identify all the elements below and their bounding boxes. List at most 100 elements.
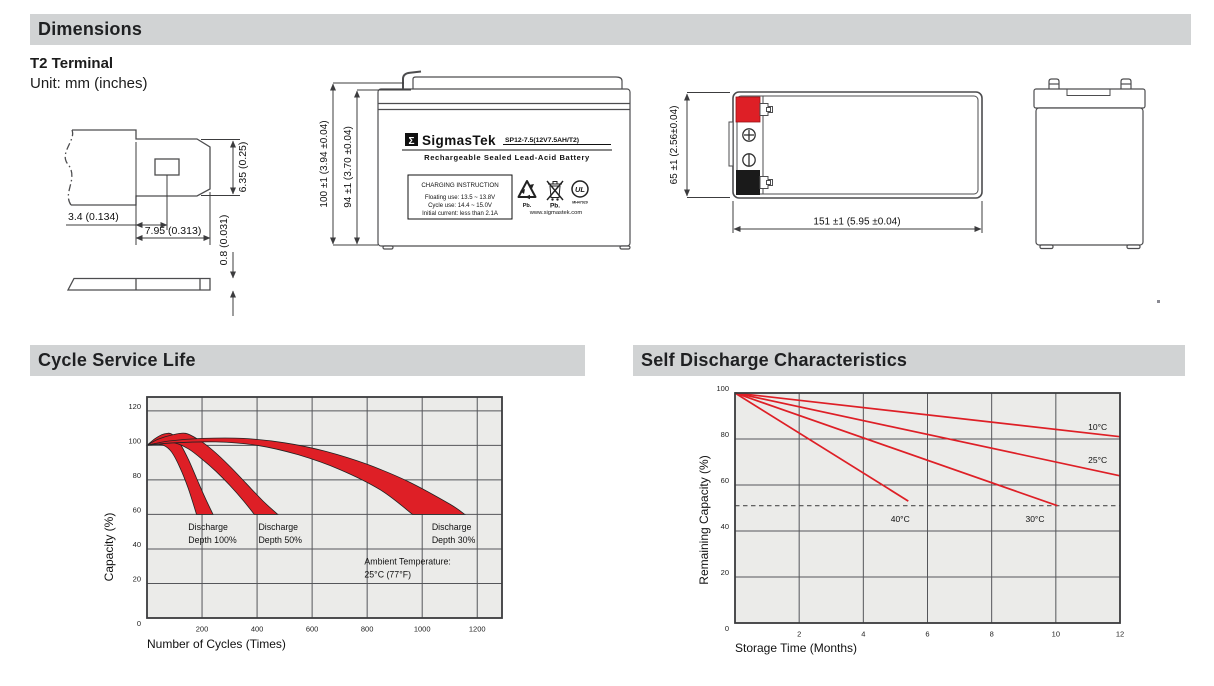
battery-end-view [1033, 78, 1146, 250]
series-label: 10°C [1088, 422, 1107, 432]
charging-initial: Initial current: less than 2.1A [422, 211, 498, 217]
x-axis-title: Number of Cycles (Times) [147, 637, 286, 651]
self-discharge-chart: 10°C 25°C 30°C 40°C 0 20 40 60 80 100 2 4 6 8 10 12 Stor… [697, 384, 1124, 655]
dim-length-label: 151 ±1 (5.95 ±0.04) [813, 217, 900, 228]
pb-bin-text: Pb. [550, 203, 560, 210]
website-text: www.sigmastek.com [529, 210, 583, 216]
x-tick-label: 4 [861, 630, 865, 639]
sigma-logo-box [405, 133, 418, 146]
x-tick-label: 12 [1116, 630, 1124, 639]
plot-border [146, 396, 503, 619]
x-tick-label: 8 [990, 630, 994, 639]
y-tick-label: 100 [716, 384, 729, 393]
cycle-service-life-chart: 0 20 40 60 80 100 120 200 400 600 800 1000 1200 Disch… [102, 396, 503, 651]
battery-front-view: Σ SigmasTek SP12-7.5(12V7.5AH/T2) Rechar… [319, 70, 631, 250]
dimensions-section-bar: Dimensions [30, 14, 1191, 45]
top-dimension-lines [684, 92, 983, 233]
charging-title: CHARGING INSTRUCTION [421, 182, 498, 189]
battery-front-outline [377, 70, 631, 250]
y-axis-title: Remaining Capacity (%) [697, 455, 711, 584]
y-tick-label: 40 [133, 540, 141, 549]
ul-mark-icon: UL MH47929 [571, 180, 589, 205]
positive-terminal-symbol [742, 128, 756, 142]
dimensions-section-title: Dimensions [38, 19, 143, 39]
front-dimension-lines [330, 82, 411, 246]
y-tick-label: 60 [721, 476, 729, 485]
series-label: 25°C [1088, 455, 1107, 465]
unit-note: Unit: mm (inches) [30, 75, 148, 92]
brand-text: SigmasTek [422, 133, 496, 148]
terminal-dimension-lines [66, 139, 240, 316]
chart-annotation: Depth 100% [188, 535, 237, 545]
x-tick-label: 1000 [414, 625, 431, 634]
cycle-section-title: Cycle Service Life [38, 350, 196, 370]
cycle-section-bar: Cycle Service Life [30, 345, 585, 376]
y-tick-label: 0 [725, 624, 729, 633]
y-tick-label: 100 [128, 436, 141, 445]
battery-top-view: 65 ±1 (2.56±0.04) 151 ±1 (5.95 ±0.04) [669, 91, 983, 233]
x-tick-label: 10 [1052, 630, 1060, 639]
charging-instruction-box [407, 174, 513, 220]
y-tick-label: 80 [133, 471, 141, 480]
dim-depth-label: 65 ±1 (2.56±0.04) [669, 106, 680, 185]
terminal-type-label: T2 Terminal [30, 55, 114, 72]
series-line-10C [734, 392, 1121, 438]
recycle-icon [517, 180, 537, 200]
positive-terminal-tab [759, 103, 773, 116]
y-tick-label: 120 [128, 402, 141, 411]
t2-terminal-drawing: 3.4 (0.134) 7.95 (0.313) 6.35 (0.25) 0.8… [64, 129, 249, 316]
plot-border [734, 392, 1121, 624]
x-axis-title: Storage Time (Months) [735, 641, 857, 655]
terminal-tab-outline [64, 129, 211, 291]
negative-terminal-symbol [742, 153, 756, 167]
self-discharge-section-title: Self Discharge Characteristics [641, 350, 908, 370]
label-subtitle: Rechargeable Sealed Lead-Acid Battery [424, 153, 590, 162]
ul-file-number: MH47929 [572, 201, 588, 205]
charging-cycle: Cycle use: 14.4 ~ 15.0V [428, 203, 492, 209]
model-text: SP12-7.5(12V7.5AH/T2) [505, 137, 579, 144]
weee-bin-icon [546, 180, 564, 201]
dim-height-label: 6.35 (0.25) [237, 142, 249, 193]
dim-offset-label: 3.4 (0.134) [68, 211, 119, 223]
x-tick-label: 1200 [469, 625, 486, 634]
dim-case-height-label: 94 ±1 (3.70 ±0.04) [343, 126, 354, 208]
y-axis-title: Capacity (%) [102, 513, 116, 582]
chart-annotation: Discharge [258, 522, 298, 532]
y-tick-label: 80 [721, 430, 729, 439]
chart-annotation: 25°C (77°F) [364, 569, 411, 579]
battery-end-outline [1033, 78, 1146, 250]
negative-terminal-black [736, 170, 760, 195]
series-line-25C [734, 392, 1121, 477]
series-label: 30°C [1025, 514, 1044, 524]
sigma-logo-glyph: Σ [408, 136, 414, 147]
y-tick-label: 60 [133, 505, 141, 514]
stray-dot [1157, 300, 1160, 303]
battery-label: Σ SigmasTek SP12-7.5(12V7.5AH/T2) Rechar… [402, 133, 612, 220]
band-discharge-depth-30- [146, 437, 467, 515]
pb-recycle-text: Pb. [523, 203, 532, 209]
chart-annotation: Discharge [188, 522, 228, 532]
x-tick-label: 2 [797, 630, 801, 639]
ul-letters: UL [575, 185, 585, 194]
dim-thickness-label: 0.8 (0.031) [218, 215, 230, 266]
band-discharge-depth-100- [145, 432, 214, 515]
chart-annotation: Depth 50% [258, 535, 302, 545]
x-tick-label: 6 [925, 630, 929, 639]
series-line-40C [734, 392, 909, 502]
charging-floating: Floating use: 13.5 ~ 13.8V [425, 195, 495, 201]
battery-top-outline [728, 91, 983, 199]
chart-annotation: Ambient Temperature: [364, 556, 450, 566]
dim-length-label: 7.95 (0.313) [145, 225, 202, 237]
self-discharge-section-bar: Self Discharge Characteristics [633, 345, 1185, 376]
chart-annotation: Discharge [432, 522, 472, 532]
x-tick-label: 200 [196, 625, 209, 634]
dim-total-height-label: 100 ±1 (3.94 ±0.04) [319, 120, 330, 207]
y-tick-label: 0 [137, 619, 141, 628]
y-tick-label: 20 [133, 574, 141, 583]
band-discharge-depth-50- [146, 432, 279, 515]
x-tick-label: 600 [306, 625, 319, 634]
y-tick-label: 40 [721, 522, 729, 531]
negative-terminal-tab [759, 176, 773, 189]
chart-annotation: Depth 30% [432, 535, 476, 545]
